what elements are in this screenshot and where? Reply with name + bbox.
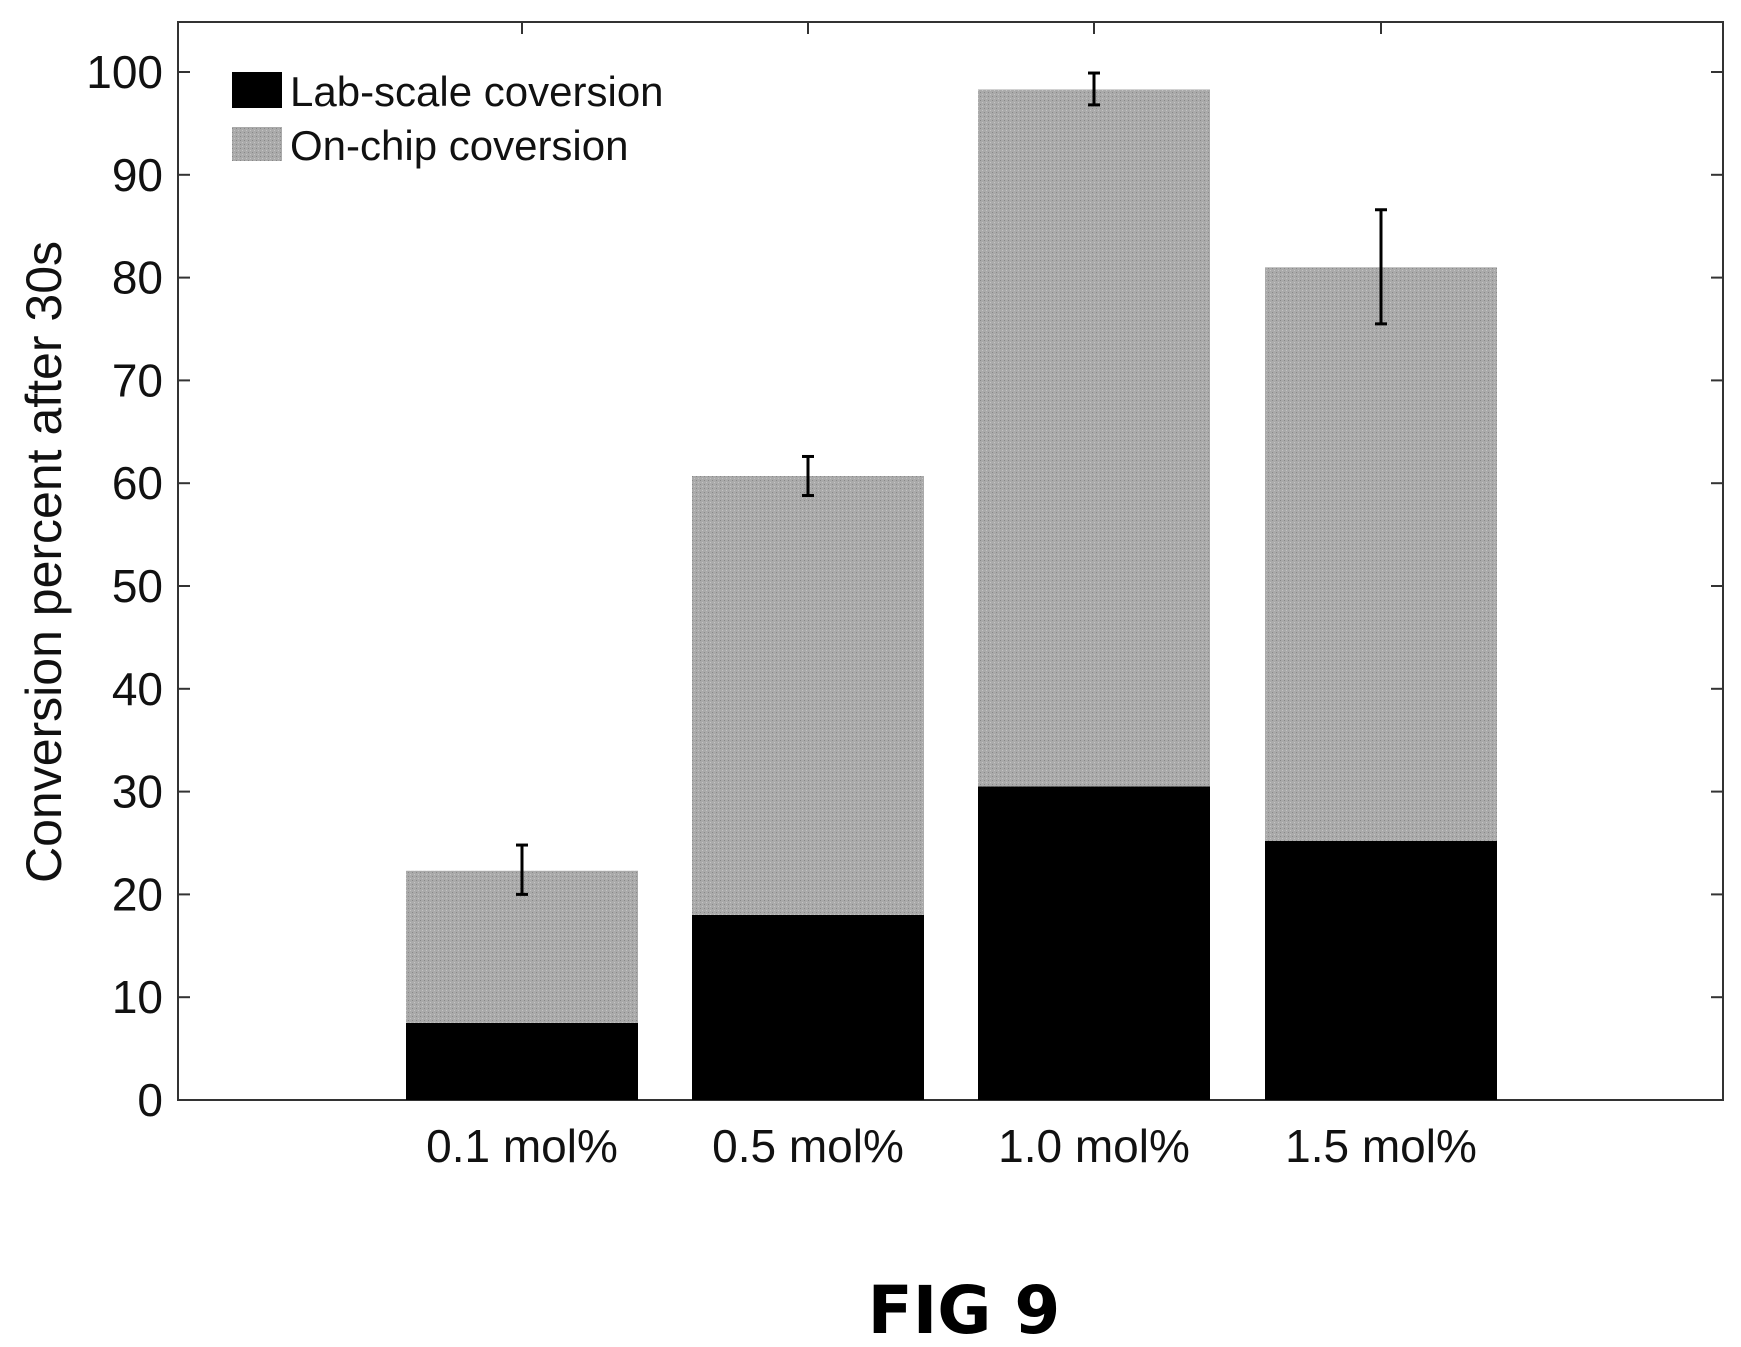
x-tick-label: 0.5 mol% [712,1120,904,1172]
y-tick-label: 60 [112,457,163,509]
bar-lab-scale-4 [1265,840,1497,1100]
bar-on-chip-4 [1265,267,1497,841]
legend-label-on-chip: On-chip coversion [290,122,628,169]
bar-lab-scale-2 [692,914,924,1100]
bar-on-chip-2 [692,476,924,915]
y-tick-label: 80 [112,252,163,304]
bar-lab-scale-3 [978,786,1210,1100]
axis-ticks [178,22,1723,1101]
error-bar-1 [516,843,528,896]
bar-on-chip-3 [978,89,1210,787]
figure-caption: FIG 9 [868,1272,1061,1347]
bar-lab-scale-1 [406,1022,638,1100]
bar-on-chip-1 [406,870,638,1023]
plot-border [177,21,1724,1101]
error-bar-4 [1375,208,1387,326]
y-tick-label: 10 [112,971,163,1023]
bars-layer [406,89,1497,1100]
y-tick-label: 0 [137,1074,163,1126]
x-tick-label: 1.0 mol% [998,1120,1190,1172]
y-tick-label: 90 [112,149,163,201]
legend-swatch-lab-scale [232,72,282,108]
legend-swatch-on-chip [232,127,282,161]
y-tick-label: 40 [112,663,163,715]
x-tick-label: 1.5 mol% [1285,1120,1477,1172]
x-tick-labels: 0.1 mol% 0.5 mol% 1.0 mol% 1.5 mol% [426,1120,1477,1172]
error-bar-2 [802,454,814,498]
y-tick-label: 20 [112,868,163,920]
error-bar-3 [1088,71,1100,107]
y-tick-label: 100 [86,46,163,98]
error-bars-layer [516,71,1387,896]
y-tick-label: 30 [112,766,163,818]
y-tick-label: 50 [112,560,163,612]
legend: Lab-scale coversion On-chip coversion [232,68,664,169]
x-tick-label: 0.1 mol% [426,1120,618,1172]
y-tick-labels: 0 10 20 30 40 50 60 70 80 90 100 [86,46,163,1126]
plot-area [177,21,1724,1101]
legend-label-lab-scale: Lab-scale coversion [290,68,664,115]
y-axis-title: Conversion percent after 30s [16,241,72,883]
y-tick-label: 70 [112,354,163,406]
